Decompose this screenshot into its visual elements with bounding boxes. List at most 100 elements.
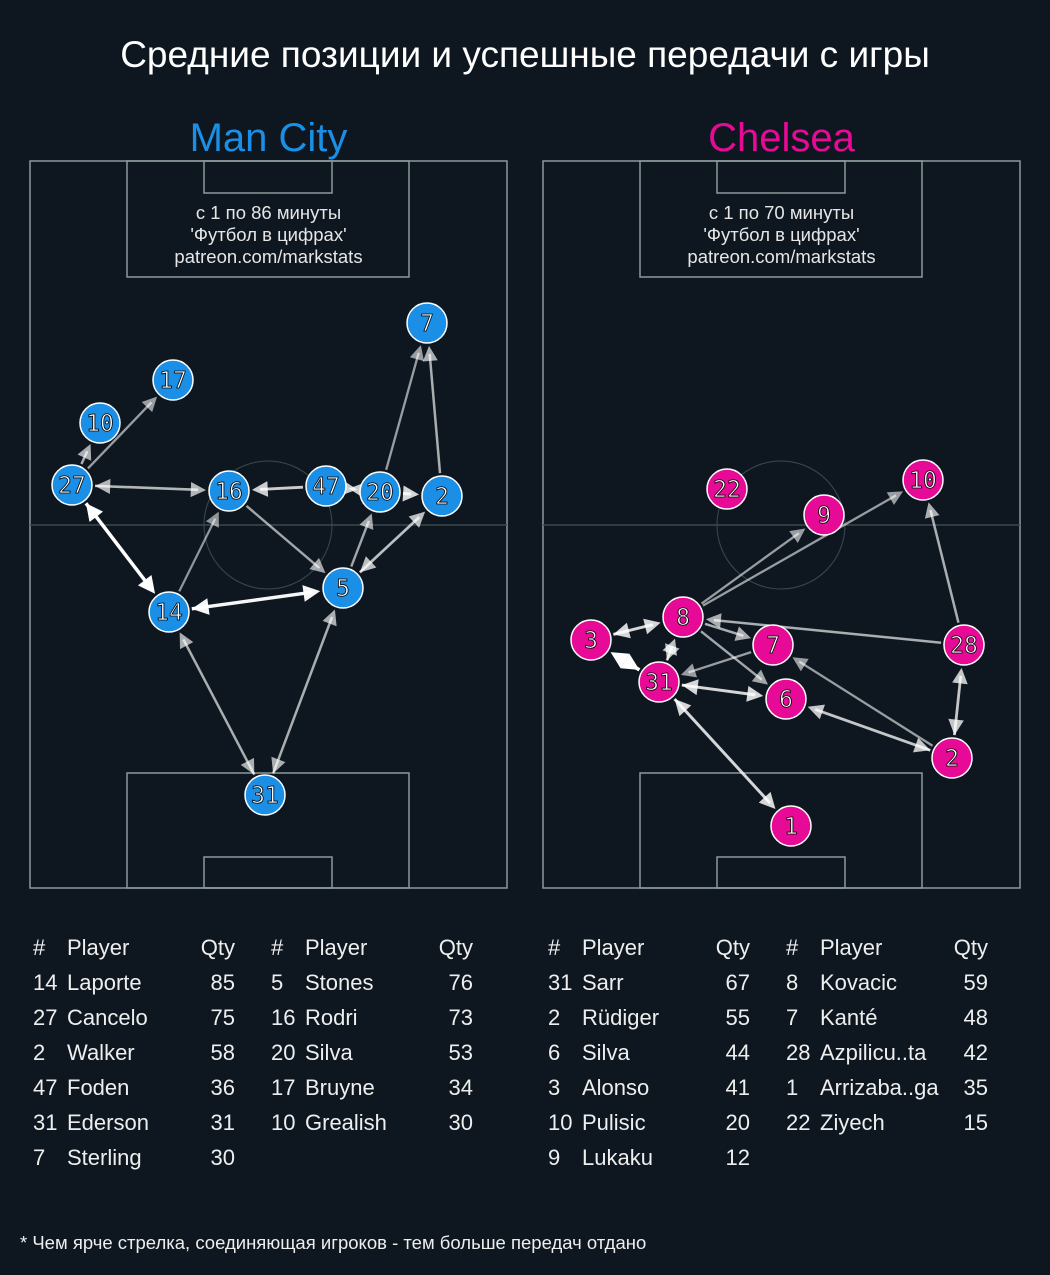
player-number: 20 [366,480,394,506]
player-node-16[interactable]: 16 [208,470,250,512]
info-line: 'Футбол в цифрах' [703,224,860,245]
player-node-9[interactable]: 9 [803,494,845,536]
arrowhead [751,669,769,685]
player-number: 9 [817,503,831,529]
arrowhead [789,528,806,543]
cell-player: Bruyne [305,1075,375,1100]
cell-qty: 85 [210,970,235,995]
pass-arrow-31-8 [662,638,680,661]
player-node-10[interactable]: 10 [902,459,944,501]
player-node-2[interactable]: 2 [421,475,463,517]
player-node-20[interactable]: 20 [359,471,401,513]
cell-num: 9 [548,1145,561,1170]
cell-player: Rüdiger [582,1005,660,1030]
player-node-14[interactable]: 14 [148,591,190,633]
player-node-27[interactable]: 27 [51,464,93,506]
arrowhead [948,718,964,736]
cell-qty: 41 [725,1075,750,1100]
player-node-3[interactable]: 3 [570,619,612,661]
player-node-31[interactable]: 31 [244,774,286,816]
cell-qty: 12 [725,1145,750,1170]
arrowhead [643,618,661,635]
arrowhead [322,609,337,627]
cell-num: 5 [271,970,284,995]
arrowhead [409,345,424,362]
player-node-1[interactable]: 1 [770,805,812,847]
info-line: с 1 по 86 минуты [195,202,342,223]
player-node-5[interactable]: 5 [322,567,364,609]
player-number: 17 [159,368,187,394]
cell-player: Silva [582,1040,630,1065]
cell-qty: 67 [725,970,750,995]
player-node-47[interactable]: 47 [305,465,347,507]
info-chelsea: с 1 по 70 минуты 'Футбол в цифрах' patre… [543,202,1020,268]
player-node-8[interactable]: 8 [662,596,704,638]
arrowhead [141,396,158,413]
player-number: 3 [584,628,598,654]
cell-qty: 44 [725,1040,750,1065]
player-number: 16 [215,479,243,505]
cell-player: Player [305,935,368,960]
arrowhead [240,757,255,775]
pass-arrow-2-7 [422,345,442,474]
player-number: 22 [713,477,741,503]
player-node-6[interactable]: 6 [765,678,807,720]
cell-player: Foden [67,1075,130,1100]
player-node-7[interactable]: 7 [752,624,794,666]
arrowhead [924,502,940,519]
cell-qty: 53 [448,1040,473,1065]
pass-arrow-20-2 [402,485,420,502]
pitch-1 [542,160,1021,889]
cell-player: Player [582,935,645,960]
player-node-7[interactable]: 7 [406,302,448,344]
player-node-10[interactable]: 10 [79,402,121,444]
arrowhead [137,575,156,594]
pass-arrow-2-7 [792,657,934,747]
arrowhead [681,679,699,696]
pass-arrow-8-9 [700,528,806,605]
cell-player: Kanté [820,1005,878,1030]
cell-qty: 31 [210,1110,235,1135]
player-number: 1 [784,814,798,840]
arrowhead [610,652,630,669]
arrowhead [271,756,286,774]
cell-qty: 35 [963,1075,988,1100]
arrowhead [402,485,420,502]
cell-num: 1 [786,1075,799,1100]
player-number: 2 [435,484,449,510]
arrowhead [620,653,640,670]
arrowhead [251,481,269,497]
arrowhead [913,737,931,753]
player-node-17[interactable]: 17 [152,359,194,401]
cell-num: 10 [548,1110,573,1135]
cell-player: Arrizaba..ga [820,1075,939,1100]
pass-arrow-8-6 [700,630,769,685]
cell-num: 27 [33,1005,58,1030]
cell-qty: 76 [448,970,473,995]
arrowhead [613,622,631,639]
pitch-0 [29,160,508,889]
cell-num: 17 [271,1075,296,1100]
cell-qty: 59 [963,970,988,995]
pass-arrow-2-28 [948,667,968,736]
player-number: 47 [312,474,340,500]
pass-arrow-27-14 [84,502,156,594]
pass-arrow-31-6 [681,679,764,702]
info-line: 'Футбол в цифрах' [190,224,347,245]
pass-arrow-14-16 [178,511,219,592]
player-node-2[interactable]: 2 [931,737,973,779]
player-node-31[interactable]: 31 [638,661,680,703]
cell-player: Lukaku [582,1145,653,1170]
player-number: 31 [645,670,673,696]
cell-num: 2 [33,1040,46,1065]
cell-player: Stones [305,970,374,995]
cell-num: # [271,935,284,960]
cell-num: 6 [548,1040,561,1065]
cell-qty: 30 [448,1110,473,1135]
arrowhead [94,478,111,495]
player-number: 27 [58,473,86,499]
player-node-22[interactable]: 22 [706,468,748,510]
player-node-28[interactable]: 28 [943,624,985,666]
pass-arrow-20-7 [385,345,424,471]
